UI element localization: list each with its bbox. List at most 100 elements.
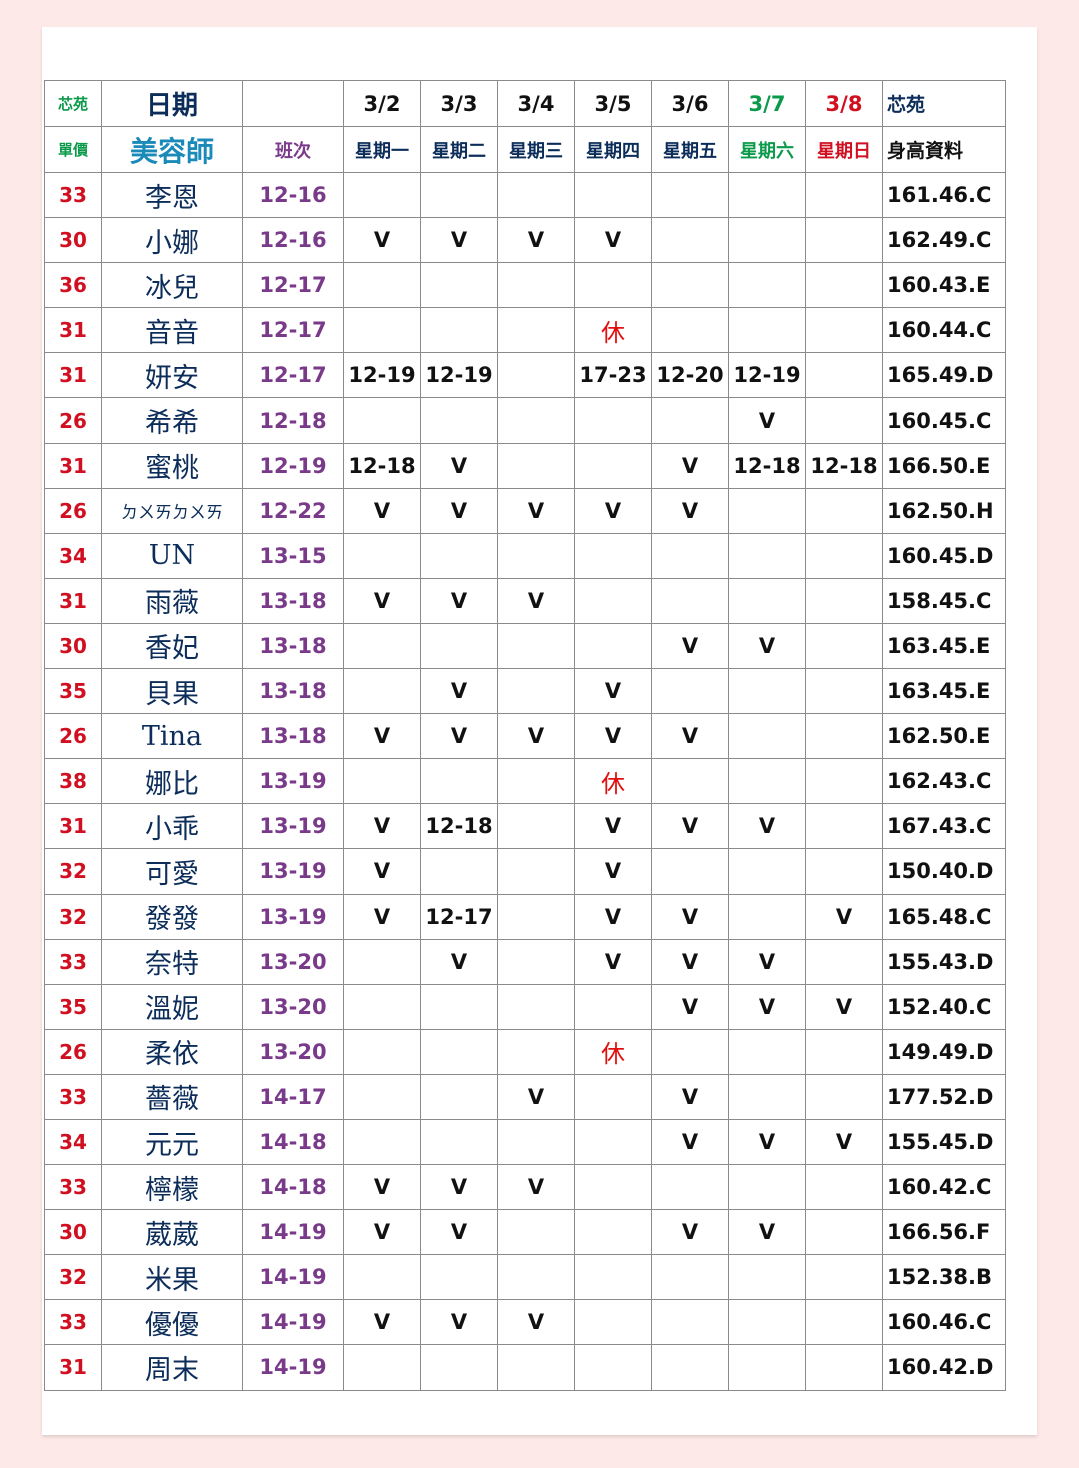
shift-cell: 13-19 (242, 803, 344, 850)
day-schedule-cell (420, 1344, 498, 1391)
shift-cell: 13-20 (242, 983, 344, 1030)
day-schedule-cell: 12-18 (420, 803, 498, 850)
day-schedule-cell (497, 442, 575, 489)
day-schedule-cell (805, 1028, 883, 1075)
day-schedule-cell (420, 262, 498, 309)
day-schedule-cell (805, 1254, 883, 1301)
unit-price-cell: 26 (44, 397, 102, 444)
shift-cell: 14-18 (242, 1118, 344, 1166)
beautician-name-cell: 可愛 (101, 848, 243, 895)
day-schedule-cell (805, 397, 883, 444)
unit-price-cell: 30 (44, 1209, 102, 1256)
weekday-header: 星期一 (343, 126, 421, 173)
height-data-cell: 158.45.C (882, 577, 1006, 624)
day-schedule-cell (805, 262, 883, 309)
beautician-name-cell: 冰兒 (101, 262, 243, 309)
day-schedule-cell (805, 848, 883, 895)
day-schedule-cell: 12-18 (728, 442, 806, 489)
shift-cell: 13-20 (242, 938, 344, 985)
unit-price-cell: 33 (44, 1164, 102, 1211)
day-schedule-cell (497, 352, 575, 399)
day-schedule-cell: V (651, 983, 729, 1030)
day-schedule-cell: 12-18 (343, 442, 421, 489)
date-header: 3/3 (420, 80, 498, 127)
table-row: 26 Tina 13-18 V V V V V 162.50.E (44, 713, 1006, 760)
shift-cell: 14-19 (242, 1344, 344, 1391)
header-row-dates: 芯苑 日期 3/2 3/3 3/4 3/5 3/6 3/7 3/8 芯苑 (44, 80, 1006, 127)
day-schedule-cell: V (420, 1209, 498, 1256)
day-schedule-cell (728, 758, 806, 805)
empty-header-cell (242, 80, 344, 127)
day-schedule-cell (343, 307, 421, 354)
beautician-name-cell: 葳葳 (101, 1209, 243, 1256)
day-schedule-cell: V (651, 938, 729, 985)
shift-label: 班次 (242, 126, 344, 173)
day-schedule-cell: 12-20 (651, 352, 729, 399)
date-header: 3/6 (651, 80, 729, 127)
day-schedule-cell: V (497, 487, 575, 534)
day-schedule-cell (343, 1118, 421, 1166)
day-schedule-cell (651, 1164, 729, 1211)
unit-price-cell: 33 (44, 171, 102, 219)
day-schedule-cell: V (420, 1299, 498, 1346)
table-row: 31 小乖 13-19 V 12-18 V V V 167.43.C (44, 803, 1006, 850)
day-schedule-cell (343, 758, 421, 805)
height-data-cell: 163.45.E (882, 622, 1006, 670)
table-row: 26 柔依 13-20 休 149.49.D (44, 1028, 1006, 1075)
height-data-cell: 162.50.H (882, 487, 1006, 534)
day-schedule-cell (574, 442, 652, 489)
height-data-cell: 160.44.C (882, 307, 1006, 354)
date-label: 日期 (101, 80, 243, 127)
day-schedule-cell: V (805, 1118, 883, 1166)
shift-cell: 13-19 (242, 758, 344, 805)
day-schedule-cell: V (497, 577, 575, 624)
day-schedule-cell (728, 1073, 806, 1120)
day-schedule-cell (651, 397, 729, 444)
height-data-cell: 166.50.E (882, 442, 1006, 489)
height-data-cell: 152.38.B (882, 1254, 1006, 1301)
shift-cell: 14-17 (242, 1073, 344, 1120)
day-schedule-cell (497, 622, 575, 670)
height-data-cell: 160.45.D (882, 532, 1006, 579)
unit-price-cell: 33 (44, 938, 102, 985)
day-schedule-cell: V (574, 217, 652, 264)
day-schedule-cell (574, 397, 652, 444)
beautician-name-cell: 周末 (101, 1344, 243, 1391)
table-row: 35 貝果 13-18 V V 163.45.E (44, 668, 1006, 715)
table-row: 30 小娜 12-16 V V V V 162.49.C (44, 217, 1006, 264)
unit-price-cell: 32 (44, 848, 102, 895)
day-schedule-cell (651, 758, 729, 805)
height-data-cell: 160.42.D (882, 1344, 1006, 1391)
beautician-name-cell: 薔薇 (101, 1073, 243, 1120)
beautician-name-cell: 香妃 (101, 622, 243, 670)
day-schedule-cell (805, 577, 883, 624)
unit-price-label: 單價 (44, 126, 102, 173)
height-label: 身高資料 (882, 126, 1006, 173)
day-schedule-cell: V (574, 803, 652, 850)
day-schedule-cell: V (574, 893, 652, 940)
day-schedule-cell (728, 848, 806, 895)
height-data-cell: 149.49.D (882, 1028, 1006, 1075)
day-schedule-cell (728, 532, 806, 579)
table-row: 31 音音 12-17 休 160.44.C (44, 307, 1006, 354)
day-schedule-cell (805, 171, 883, 219)
table-row: 30 香妃 13-18 V V 163.45.E (44, 622, 1006, 670)
day-schedule-cell (497, 668, 575, 715)
height-data-cell: 152.40.C (882, 983, 1006, 1030)
day-schedule-cell: 12-19 (343, 352, 421, 399)
day-schedule-cell (805, 803, 883, 850)
day-schedule-cell: V (343, 1299, 421, 1346)
unit-price-cell: 31 (44, 442, 102, 489)
day-schedule-cell (497, 803, 575, 850)
day-schedule-cell (728, 307, 806, 354)
shift-cell: 12-17 (242, 352, 344, 399)
day-schedule-cell: V (420, 713, 498, 760)
day-schedule-cell (497, 1118, 575, 1166)
day-schedule-cell: V (728, 1118, 806, 1166)
table-row: 33 檸檬 14-18 V V V 160.42.C (44, 1164, 1006, 1211)
table-row: 26 希希 12-18 V 160.45.C (44, 397, 1006, 444)
day-schedule-cell (728, 668, 806, 715)
shift-cell: 12-16 (242, 171, 344, 219)
day-schedule-cell (574, 532, 652, 579)
weekday-header: 星期日 (805, 126, 883, 173)
